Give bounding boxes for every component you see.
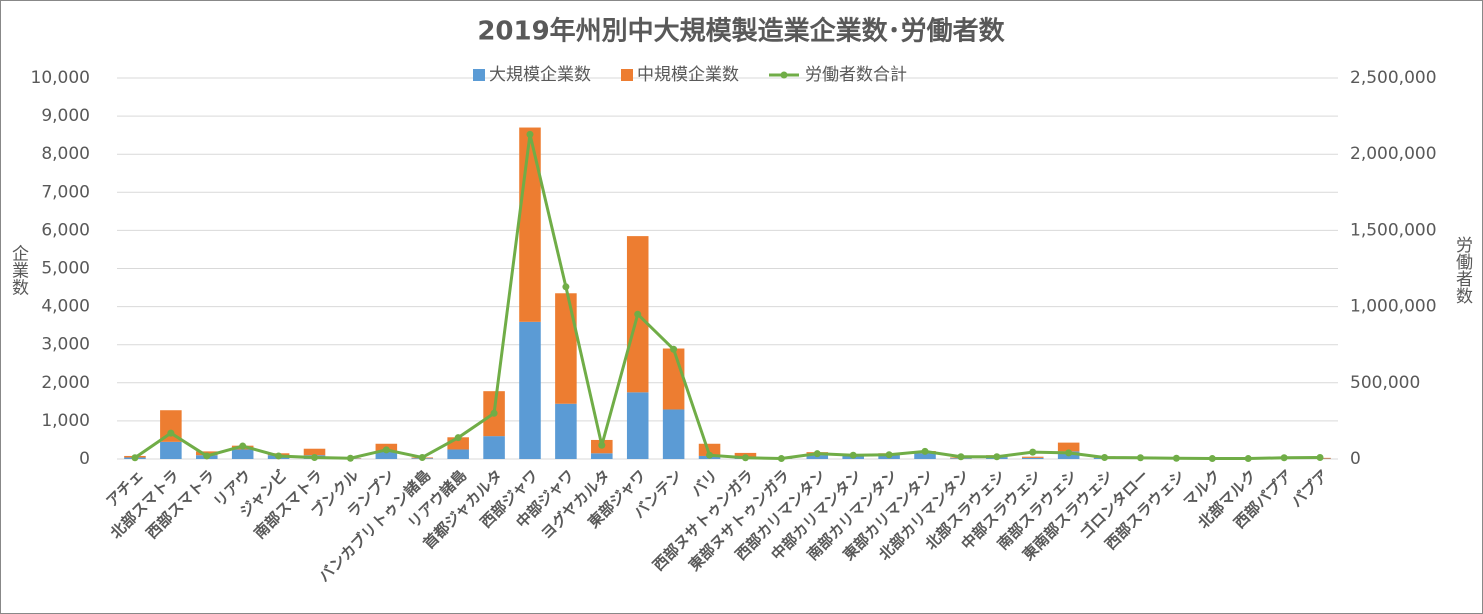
legend-swatch <box>621 69 633 81</box>
bar-segment <box>1057 442 1080 452</box>
line-point <box>1065 449 1073 457</box>
y-tick-label: 9,000 <box>41 106 90 126</box>
line-point <box>1101 453 1109 461</box>
y2-tick-label: 1,000,000 <box>1350 297 1437 317</box>
y-tick-label: 10,000 <box>31 68 90 88</box>
bar-segment <box>1021 457 1044 459</box>
line-point <box>239 442 247 450</box>
legend-label: 労働者数合計 <box>805 65 907 85</box>
line-point <box>634 310 642 318</box>
y-tick-label: 1,000 <box>41 411 90 431</box>
line-point <box>167 429 175 437</box>
line-point <box>1136 454 1144 462</box>
line-point <box>885 451 893 459</box>
line-point <box>490 409 498 417</box>
y2-tick-label: 500,000 <box>1350 373 1420 393</box>
y-axis-title: 企業数 <box>8 244 29 295</box>
line-point <box>311 453 319 461</box>
bar-segment <box>519 321 541 459</box>
y-tick-label: 5,000 <box>41 259 90 279</box>
line-point <box>1280 454 1288 462</box>
bar-segment <box>160 410 182 442</box>
line-point <box>454 434 462 442</box>
y-tick-label: 4,000 <box>41 297 90 317</box>
bar-segment <box>447 449 469 459</box>
line-point <box>1244 455 1252 463</box>
y2-tick-label: 2,500,000 <box>1350 68 1437 88</box>
bar-segment <box>160 441 182 459</box>
legend-swatch <box>780 71 788 79</box>
legend-label: 中規模企業数 <box>637 65 739 85</box>
bar-segment <box>519 127 541 322</box>
bar-segment <box>231 449 254 459</box>
line-point <box>1208 455 1216 463</box>
bar-segment <box>698 443 721 456</box>
line-point <box>418 453 426 461</box>
line-point <box>849 451 857 459</box>
bar-segment <box>662 409 685 459</box>
y-tick-label: 2,000 <box>41 373 90 393</box>
y-tick-label: 0 <box>79 449 90 469</box>
line-point <box>957 453 965 461</box>
line-point <box>706 451 714 459</box>
y2-tick-label: 1,500,000 <box>1350 220 1437 240</box>
bar-segment <box>662 348 685 410</box>
line-point <box>275 452 283 460</box>
legend-swatch <box>473 69 485 81</box>
line-point <box>670 345 678 353</box>
y-tick-label: 7,000 <box>41 182 90 202</box>
bar-segment <box>555 403 577 459</box>
y-tick-label: 8,000 <box>41 144 90 164</box>
line-point <box>562 283 570 291</box>
legend-label: 大規模企業数 <box>489 65 591 85</box>
line-point <box>346 454 354 462</box>
line-point <box>203 452 211 460</box>
bar-segment <box>591 453 613 459</box>
bar-segment <box>626 392 649 459</box>
chart-title: 2019年州別中大規模製造業企業数･労働者数 <box>477 16 1005 47</box>
y2-tick-label: 2,000,000 <box>1350 144 1437 164</box>
bar-segment <box>914 453 936 459</box>
line-point <box>777 455 785 463</box>
bar-segment <box>375 451 398 459</box>
line-point <box>1172 454 1180 462</box>
line-point <box>741 454 749 462</box>
y2-axis-title: 労働者数 <box>1452 236 1473 304</box>
line-point <box>526 130 534 138</box>
line-point <box>921 447 929 455</box>
line-point <box>382 446 390 454</box>
y-tick-label: 6,000 <box>41 220 90 240</box>
bar-segment <box>303 448 326 456</box>
y2-tick-label: 0 <box>1350 449 1361 469</box>
bar-segment <box>483 436 505 459</box>
bar-segment <box>1021 456 1044 458</box>
y-tick-label: 3,000 <box>41 335 90 355</box>
line-point <box>131 454 139 462</box>
line-point <box>598 441 606 449</box>
line-series <box>134 134 1321 461</box>
line-point <box>813 450 821 458</box>
line-point <box>993 453 1001 461</box>
line-point <box>1029 448 1037 456</box>
bar-segment <box>555 293 577 404</box>
line-point <box>1316 453 1324 461</box>
